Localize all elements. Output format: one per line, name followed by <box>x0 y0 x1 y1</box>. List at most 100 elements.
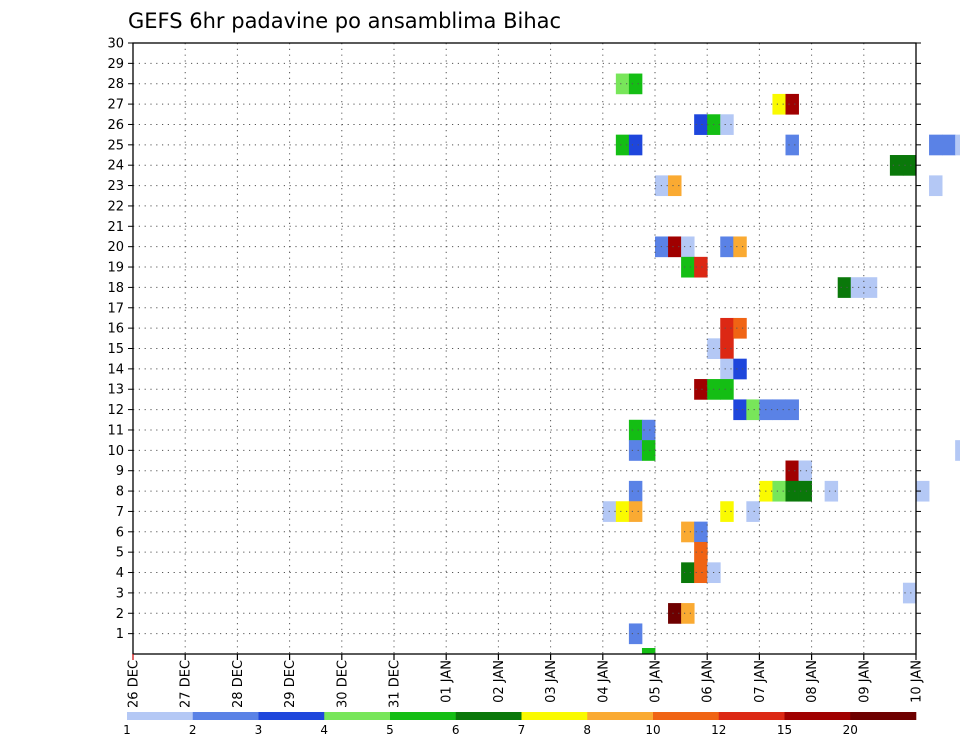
y-tick-label: 25 <box>107 138 124 153</box>
legend-swatch <box>455 712 522 720</box>
legend: 1 2 3 4 5 6 7 8 10 12 15 20 <box>123 712 917 737</box>
heatmap-cell <box>681 603 695 624</box>
heatmap-cell <box>772 93 786 115</box>
heatmap-cell <box>615 501 630 522</box>
heatmap-cell <box>955 440 960 461</box>
heatmap-cell <box>929 175 943 197</box>
y-tick-label: 9 <box>116 464 124 479</box>
heatmap-cell <box>628 419 643 441</box>
heatmap-cell <box>628 73 643 95</box>
legend-label: 3 <box>255 723 263 737</box>
legend-swatch <box>390 712 457 720</box>
y-tick-label: 22 <box>107 199 124 214</box>
x-tick-label: 05 JAN <box>649 660 664 703</box>
heatmap-cell <box>641 648 656 655</box>
legend-swatch <box>653 712 720 720</box>
x-tick-label: 07 JAN <box>753 660 768 703</box>
chart-title: GEFS 6hr padavine po ansamblima Bihac <box>128 9 561 33</box>
heatmap-cell <box>681 562 695 584</box>
heatmap-cell <box>772 480 786 502</box>
heatmap-cell <box>746 501 760 522</box>
y-tick-label: 26 <box>107 118 124 133</box>
heatmap-cell <box>720 379 734 400</box>
y-tick-label: 27 <box>107 98 124 113</box>
legend-label: 10 <box>645 723 660 737</box>
y-tick-label: 2 <box>116 607 124 622</box>
x-tick-label: 30 DEC <box>335 660 350 708</box>
heatmap-cell <box>694 256 708 278</box>
heatmap-cell <box>694 562 708 584</box>
legend-swatch <box>127 712 194 720</box>
y-tick-label: 10 <box>107 444 124 459</box>
x-tick-label: 02 JAN <box>492 660 507 703</box>
heatmap-cell <box>720 317 734 339</box>
y-tick-label: 15 <box>107 342 124 357</box>
x-tick-label: 29 DEC <box>283 660 298 708</box>
heatmap-cell <box>720 236 734 258</box>
heatmap-cell <box>628 623 643 645</box>
legend-swatch <box>850 712 917 720</box>
heatmap-cell <box>628 440 643 461</box>
heatmap-cell <box>628 501 643 522</box>
x-tick-label: 10 JAN <box>910 660 925 703</box>
y-tick-label: 29 <box>107 57 124 72</box>
legend-label: 1 <box>123 723 131 737</box>
heatmap-cell <box>694 541 708 563</box>
y-tick-label: 1 <box>116 627 124 642</box>
heatmap-cell <box>641 419 656 441</box>
y-tick-label: 4 <box>116 566 124 581</box>
legend-label: 5 <box>386 723 394 737</box>
heatmap-cell <box>772 399 786 421</box>
legend-swatch <box>258 712 325 720</box>
heatmap-cell <box>668 603 682 624</box>
heatmap-cell <box>720 358 734 380</box>
heatmap-cell <box>733 358 747 380</box>
heatmap-cell <box>720 114 734 135</box>
y-tick-label: 12 <box>107 403 124 418</box>
heatmap-cell <box>641 440 656 461</box>
heatmap-cell <box>785 480 799 502</box>
heatmap-cell <box>902 582 917 604</box>
heatmap-cell <box>681 521 695 543</box>
legend-label: 12 <box>711 723 726 737</box>
heatmap-cell <box>746 399 760 421</box>
y-axis-ticks: 1234567891011121314151617181920212223242… <box>107 37 921 642</box>
legend-swatch <box>718 712 785 720</box>
y-tick-label: 20 <box>107 240 124 255</box>
legend-swatch <box>587 712 654 720</box>
legend-swatch <box>324 712 391 720</box>
heatmap-cell <box>720 501 734 522</box>
y-tick-label: 19 <box>107 261 124 276</box>
heatmap-cell <box>824 480 839 502</box>
y-tick-label: 16 <box>107 322 124 337</box>
heatmap-cell <box>850 277 865 298</box>
legend-swatch <box>192 712 259 720</box>
y-tick-label: 3 <box>116 586 124 601</box>
legend-swatch <box>784 712 851 720</box>
y-tick-label: 11 <box>107 423 124 438</box>
heatmap-cell <box>785 134 799 156</box>
y-tick-label: 18 <box>107 281 124 296</box>
heatmap-cell <box>615 73 630 95</box>
heatmap-cell <box>798 460 812 482</box>
heatmap-cell <box>955 134 960 156</box>
heatmap-cell <box>681 256 695 278</box>
heatmap-cell <box>942 134 956 156</box>
legend-label: 15 <box>777 723 792 737</box>
y-tick-label: 6 <box>116 525 124 540</box>
heatmap-cell <box>694 114 708 135</box>
heatmap-cell <box>733 399 747 421</box>
heatmap-cell <box>720 338 734 359</box>
legend-label: 4 <box>320 723 328 737</box>
heatmap-cell <box>681 236 695 258</box>
x-tick-label: 26 DEC <box>127 660 142 708</box>
heatmap-cell <box>837 277 852 298</box>
y-tick-label: 13 <box>107 383 124 398</box>
x-tick-label: 03 JAN <box>544 660 559 703</box>
heatmap-cell <box>615 134 630 156</box>
y-tick-label: 8 <box>116 485 124 500</box>
y-tick-label: 14 <box>107 362 124 377</box>
y-tick-label: 17 <box>107 301 124 316</box>
heatmap-cell <box>889 155 904 176</box>
